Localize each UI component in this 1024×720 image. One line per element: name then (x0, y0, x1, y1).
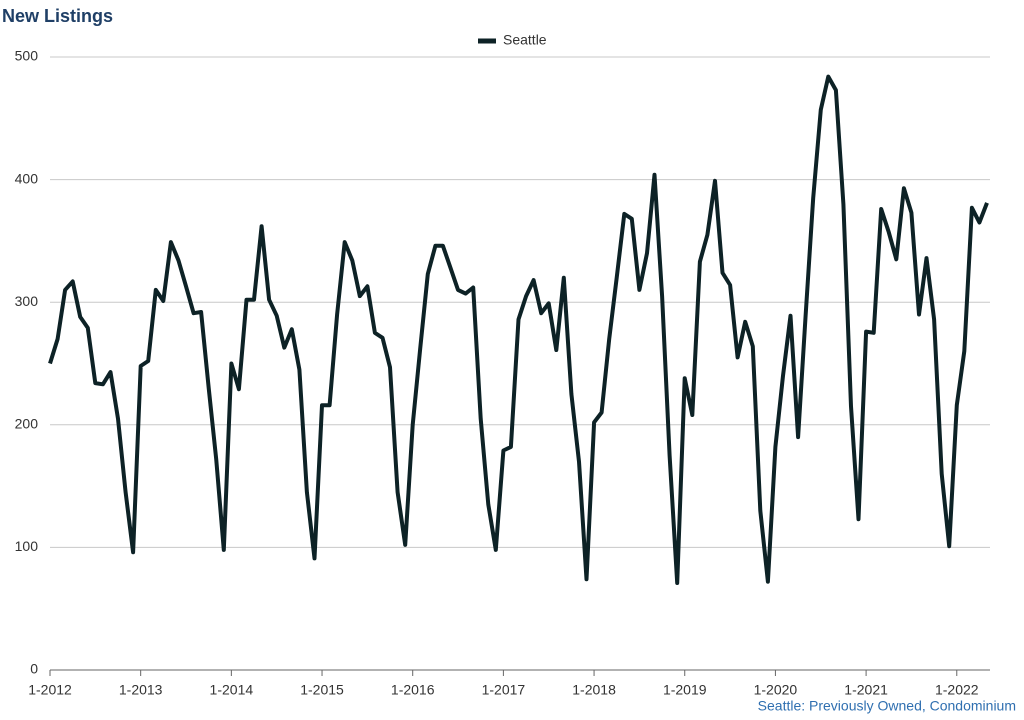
x-tick-label: 1-2014 (210, 682, 254, 698)
x-tick-label: 1-2017 (482, 682, 526, 698)
x-tick-label: 1-2016 (391, 682, 435, 698)
legend-label: Seattle (503, 32, 547, 48)
x-tick-label: 1-2018 (572, 682, 616, 698)
x-tick-label: 1-2022 (935, 682, 979, 698)
footnote: Seattle: Previously Owned, Condominium (758, 698, 1016, 714)
y-tick-label: 200 (15, 416, 39, 432)
x-tick-label: 1-2021 (844, 682, 888, 698)
chart-title: New Listings (2, 6, 113, 26)
x-tick-label: 1-2013 (119, 682, 163, 698)
y-tick-label: 100 (15, 538, 39, 554)
y-tick-label: 300 (15, 293, 39, 309)
y-tick-label: 500 (15, 48, 39, 64)
x-tick-label: 1-2020 (754, 682, 798, 698)
y-tick-label: 0 (30, 661, 38, 677)
x-tick-label: 1-2015 (300, 682, 344, 698)
y-tick-label: 400 (15, 170, 39, 186)
x-tick-label: 1-2019 (663, 682, 707, 698)
series-line (48, 74, 989, 585)
x-tick-label: 1-2012 (28, 682, 72, 698)
